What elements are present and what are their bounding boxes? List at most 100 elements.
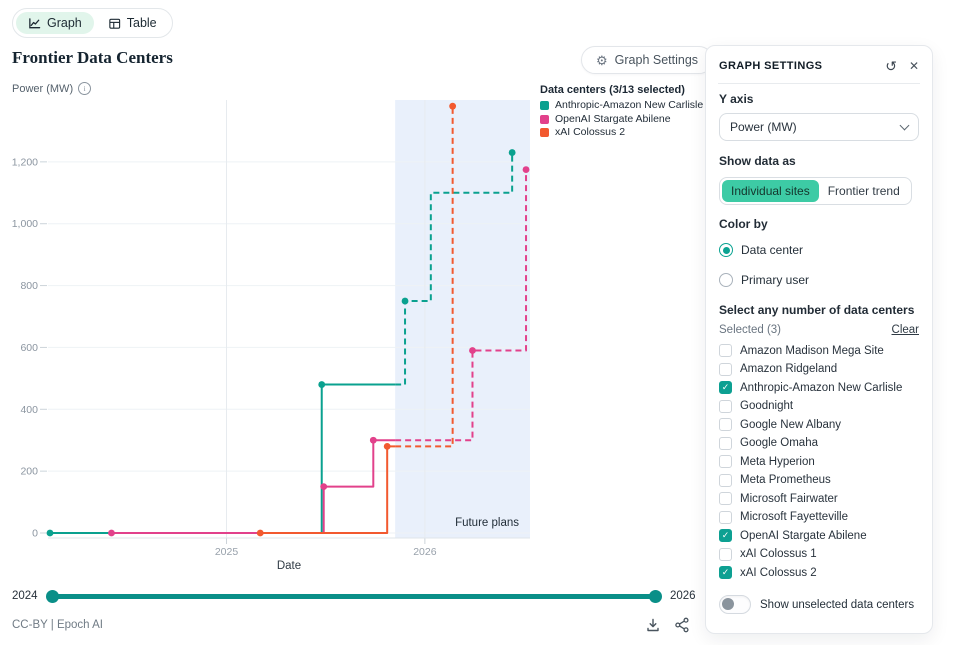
- data-center-label: Google New Albany: [740, 418, 842, 431]
- radio-icon[interactable]: [719, 273, 733, 287]
- data-center-row[interactable]: xAI Colossus 1: [719, 547, 919, 561]
- radio-selected-icon[interactable]: [719, 243, 733, 257]
- series-solid-0[interactable]: [49, 383, 396, 534]
- y-axis-title: Power (MW) i: [12, 82, 92, 95]
- data-center-label: Amazon Madison Mega Site: [740, 344, 884, 357]
- data-center-label: Meta Hyperion: [740, 455, 815, 468]
- data-point[interactable]: [369, 436, 377, 444]
- slider-handle-right[interactable]: [649, 590, 662, 603]
- future-plans-region: [395, 100, 530, 538]
- future-plans-label: Future plans: [455, 517, 519, 529]
- date-range-slider-track[interactable]: [48, 594, 656, 599]
- select-data-centers-label: Select any number of data centers: [719, 303, 915, 317]
- share-icon[interactable]: [674, 617, 690, 633]
- checkbox-icon[interactable]: [719, 418, 732, 431]
- close-icon[interactable]: ✕: [908, 59, 919, 73]
- data-point[interactable]: [449, 102, 457, 110]
- radio-option[interactable]: Primary user: [719, 273, 919, 287]
- checkbox-checked-icon[interactable]: ✓: [719, 381, 732, 394]
- checkbox-checked-icon[interactable]: ✓: [719, 529, 732, 542]
- data-center-row[interactable]: Microsoft Fayetteville: [719, 510, 919, 524]
- clear-link[interactable]: Clear: [891, 324, 919, 336]
- checkbox-icon[interactable]: [719, 344, 732, 357]
- graph-settings-panel: GRAPH SETTINGS ↺ ✕ Y axis Power (MW) Sho…: [705, 45, 933, 634]
- checkbox-icon[interactable]: [719, 492, 732, 505]
- checkbox-icon[interactable]: [719, 547, 732, 561]
- y-tick-label: 600: [20, 342, 38, 354]
- radio-option[interactable]: Data center: [719, 243, 919, 257]
- legend-item: Anthropic-Amazon New Carlisle: [540, 99, 720, 112]
- data-center-row[interactable]: Microsoft Fairwater: [719, 492, 919, 505]
- checkbox-icon[interactable]: [719, 399, 732, 413]
- data-center-row[interactable]: ✓ OpenAI Stargate Abilene: [719, 529, 919, 542]
- license-text: CC-BY | Epoch AI: [12, 619, 103, 631]
- data-center-label: Amazon Ridgeland: [740, 363, 838, 375]
- legend-label: Anthropic-Amazon New Carlisle: [555, 99, 704, 111]
- data-center-row[interactable]: Amazon Madison Mega Site: [719, 344, 919, 357]
- data-point[interactable]: [320, 483, 328, 491]
- data-center-row[interactable]: Meta Prometheus: [719, 473, 919, 487]
- show-unselected-toggle-row[interactable]: Show unselected data centers: [719, 595, 919, 614]
- checkbox-icon[interactable]: [719, 473, 732, 487]
- data-point[interactable]: [318, 381, 326, 388]
- legend-item: xAI Colossus 2: [540, 127, 720, 139]
- y-axis-select[interactable]: Power (MW): [719, 113, 919, 141]
- series-dashed-2[interactable]: [395, 106, 454, 448]
- series-dashed-1[interactable]: [395, 169, 528, 442]
- data-point[interactable]: [522, 166, 530, 173]
- data-center-row[interactable]: Goodnight: [719, 399, 919, 413]
- info-icon[interactable]: i: [78, 82, 92, 95]
- data-point[interactable]: [383, 443, 391, 450]
- checkbox-icon[interactable]: [719, 436, 732, 450]
- data-center-label: Microsoft Fayetteville: [740, 511, 849, 523]
- view-tab-group: Graph Table: [12, 8, 173, 38]
- y-tick-label: 200: [20, 466, 38, 478]
- data-center-label: Goodnight: [740, 400, 794, 412]
- data-center-row[interactable]: Meta Hyperion: [719, 455, 919, 468]
- download-icon[interactable]: [645, 617, 661, 633]
- y-axis-select-value: Power (MW): [730, 120, 797, 134]
- panel-title: GRAPH SETTINGS: [719, 60, 823, 72]
- checkbox-icon[interactable]: [719, 510, 732, 524]
- data-center-row[interactable]: ✓ Anthropic-Amazon New Carlisle: [719, 381, 919, 394]
- data-center-label: Anthropic-Amazon New Carlisle: [740, 381, 903, 394]
- data-point[interactable]: [508, 149, 516, 156]
- radio-label: Primary user: [741, 273, 810, 287]
- x-axis-label: Date: [276, 560, 302, 572]
- data-center-row[interactable]: Amazon Ridgeland: [719, 362, 919, 376]
- slider-handle-left[interactable]: [46, 590, 59, 603]
- reset-icon[interactable]: ↺: [885, 58, 897, 74]
- checkbox-icon[interactable]: [719, 455, 732, 468]
- slider-min-label: 2024: [12, 590, 38, 602]
- show-data-as-segmented-control: Individual sites Frontier trend: [719, 177, 912, 205]
- checkbox-checked-icon[interactable]: ✓: [719, 566, 732, 579]
- graph-settings-button[interactable]: ⚙ Graph Settings: [581, 46, 714, 74]
- series-solid-1[interactable]: [111, 439, 396, 534]
- gear-icon: ⚙: [596, 52, 608, 68]
- color-by-label: Color by: [719, 217, 768, 231]
- toggle-off[interactable]: [719, 595, 751, 614]
- data-center-label: xAI Colossus 2: [740, 566, 817, 579]
- data-center-row[interactable]: Google New Albany: [719, 418, 919, 431]
- data-center-row[interactable]: ✓ xAI Colossus 2: [719, 566, 919, 579]
- selected-count: Selected (3): [719, 324, 782, 336]
- data-point[interactable]: [469, 347, 476, 354]
- table-icon: [109, 18, 120, 29]
- show-unselected-label: Show unselected data centers: [760, 598, 915, 611]
- checkbox-icon[interactable]: [719, 362, 732, 376]
- x-tick-label: 2026: [413, 546, 437, 558]
- segment-option[interactable]: Frontier trend: [827, 184, 900, 198]
- data-point[interactable]: [46, 529, 54, 537]
- y-tick-label: 1,000: [12, 218, 38, 230]
- tab-table[interactable]: Table: [96, 12, 169, 34]
- tab-graph[interactable]: Graph: [16, 12, 94, 34]
- data-point[interactable]: [256, 529, 264, 537]
- legend-swatch: [540, 128, 549, 138]
- data-point[interactable]: [401, 297, 409, 305]
- segment-option[interactable]: Individual sites: [722, 180, 819, 202]
- data-point[interactable]: [108, 529, 115, 537]
- data-center-row[interactable]: Google Omaha: [719, 436, 919, 450]
- series-solid-2[interactable]: [260, 445, 396, 534]
- chart-canvas[interactable]: 0 200 400 600 800 1,000 1,200 2025 2026 Future pl…: [0, 0, 545, 582]
- chevron-down-icon: [899, 120, 910, 131]
